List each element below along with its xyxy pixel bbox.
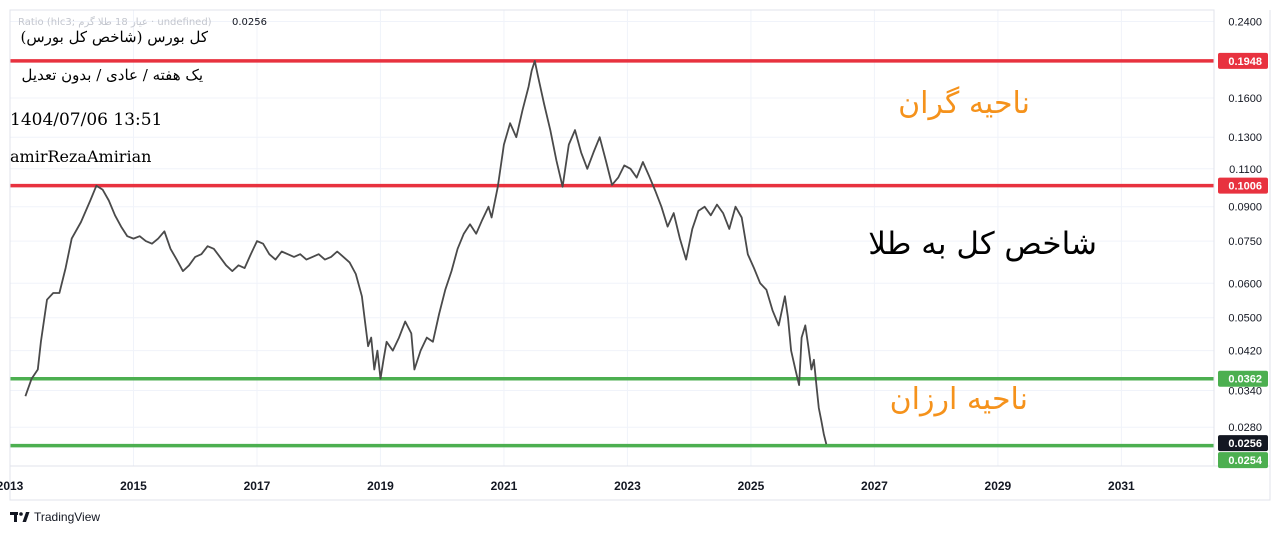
x-tick-label: 2023 bbox=[614, 479, 641, 493]
expensive-zone-label[interactable]: ناحیه گران bbox=[898, 86, 1030, 121]
x-tick-label: 2013 bbox=[0, 479, 24, 493]
last-price-badge bbox=[1218, 435, 1268, 452]
x-tick-label: 2031 bbox=[1108, 479, 1135, 493]
x-tick-label: 2027 bbox=[861, 479, 888, 493]
y-tick-label: 0.0600 bbox=[1228, 278, 1262, 290]
horizontal-levels bbox=[10, 59, 1214, 448]
resistance-price-label: 0.1948 bbox=[1228, 56, 1262, 68]
y-tick-label: 0.0750 bbox=[1228, 236, 1262, 248]
main-annotation-label[interactable]: شاخص کل به طلا bbox=[868, 226, 1097, 262]
tradingview-wordmark: TradingView bbox=[34, 510, 101, 524]
x-tick-label: 2021 bbox=[491, 479, 518, 493]
x-tick-label: 2019 bbox=[367, 479, 394, 493]
tradingview-logo[interactable]: TradingView bbox=[10, 510, 100, 524]
y-tick-label: 0.0500 bbox=[1228, 313, 1262, 325]
tradingview-icon bbox=[10, 512, 30, 522]
y-tick-label: 0.0420 bbox=[1228, 346, 1262, 358]
y-tick-label: 0.1300 bbox=[1228, 132, 1262, 144]
y-tick-label: 0.0340 bbox=[1228, 386, 1262, 398]
last-price-label: 0.0256 bbox=[1228, 438, 1262, 450]
resistance-price-label: 0.1006 bbox=[1228, 181, 1262, 193]
grid-lines bbox=[9, 10, 1214, 466]
chart-author: amirRezaAmirian bbox=[10, 147, 152, 166]
x-tick-label: 2015 bbox=[120, 479, 147, 493]
resistance-price-badge bbox=[1218, 177, 1268, 194]
support-price-label: 0.0362 bbox=[1228, 374, 1262, 386]
resistance-price-badge bbox=[1218, 52, 1268, 69]
legend-last-value: 0.0256 bbox=[232, 17, 267, 28]
x-axis-ticks: 2013 2015 2017 2019 2021 2023 2025 2027 2029 2031 bbox=[0, 479, 1135, 493]
series-layer bbox=[24, 60, 828, 445]
y-tick-label: 0.0280 bbox=[1228, 422, 1262, 434]
support-price-badge bbox=[1218, 370, 1268, 387]
chart-title: کل بورس (شاخص کل بورس) bbox=[20, 28, 208, 46]
x-tick-label: 2029 bbox=[985, 479, 1012, 493]
series-line bbox=[24, 60, 828, 445]
support-price-label: 0.0254 bbox=[1228, 455, 1263, 467]
chart-datetime: 1404/07/06 13:51 bbox=[10, 110, 163, 130]
y-tick-label: 0.2400 bbox=[1228, 16, 1262, 28]
x-tick-label: 2025 bbox=[738, 479, 765, 493]
support-price-badge bbox=[1218, 452, 1268, 469]
axes-frame bbox=[9, 9, 1271, 501]
cheap-zone-label[interactable]: ناحیه ارزان bbox=[889, 382, 1028, 417]
y-tick-label: 0.1600 bbox=[1228, 93, 1262, 105]
price-badges: 0.1948 0.1006 0.0362 0.0254 0.0256 bbox=[1218, 52, 1268, 469]
y-tick-label: 0.1100 bbox=[1229, 164, 1262, 176]
symbol-line[interactable]: Ratio (hlc3; عیار 18 طلا گرم · undefined… bbox=[18, 17, 212, 28]
y-axis-ticks: 0.2400 0.1600 0.1300 0.1100 0.0900 0.0750 0.06… bbox=[1228, 16, 1262, 434]
chart-subtitle: یک هفته / عادی / بدون تعدیل bbox=[21, 66, 203, 84]
x-tick-label: 2017 bbox=[244, 479, 271, 493]
y-tick-label: 0.0900 bbox=[1228, 202, 1262, 214]
